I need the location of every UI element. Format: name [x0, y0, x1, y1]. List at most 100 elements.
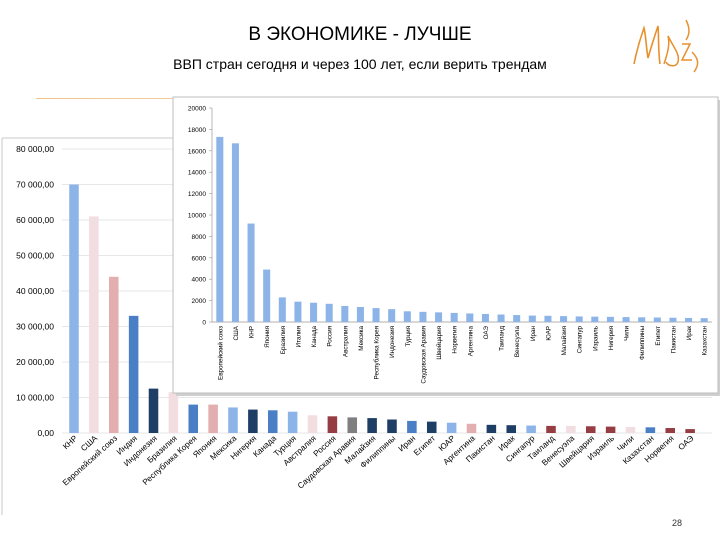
chart2-bar: [513, 315, 521, 322]
chart2-bar: [450, 312, 458, 322]
chart2-bar: [669, 317, 677, 322]
chart2-bar: [638, 317, 646, 322]
chart1-bar: [89, 216, 99, 433]
slide-subtitle: ВВП стран сегодня и через 100 лет, если …: [173, 56, 547, 72]
chart1-bar: [327, 416, 338, 433]
chart1-ytick-label: 20 000,00: [16, 357, 54, 367]
chart2-category-label: США: [233, 325, 240, 340]
chart2-ytick-label: 14000: [188, 170, 206, 177]
chart2-ytick-label: 6000: [192, 255, 207, 262]
chart2-bar: [497, 314, 505, 322]
chart2-category-label: КНР: [249, 326, 256, 338]
chart2-bar: [310, 302, 318, 322]
slide-title: В ЭКОНОМИКЕ - ЛУЧШЕ: [248, 24, 472, 45]
chart2-category-label: Таиланд: [499, 326, 506, 351]
chart2-bar: [216, 136, 224, 322]
chart1-bar: [69, 184, 79, 433]
chart2-panel: [172, 96, 719, 394]
chart2-category-label: Малайзия: [560, 326, 568, 355]
chart2-bar: [544, 315, 552, 322]
chart2-category-label: Иран: [530, 325, 537, 341]
chart2-bar: [606, 316, 614, 322]
chart2-category-label: Филиппины: [639, 326, 646, 360]
chart2-bar: [372, 308, 380, 322]
chart1-bar: [108, 276, 119, 433]
chart2-category-label: Япония: [264, 326, 271, 348]
chart1-bar: [486, 424, 497, 433]
chart1-bar: [128, 315, 139, 433]
chart1-ytick-label: 40 000,00: [16, 286, 54, 296]
chart2-category-label: Венесуэла: [514, 326, 521, 358]
chart1-bar: [605, 426, 616, 433]
chart2-category-label: Норвегия: [452, 326, 459, 354]
chart1-bar: [506, 425, 517, 433]
chart2-bar: [247, 223, 255, 322]
chart2-category-label: Сингапур: [577, 326, 584, 354]
chart1-bar: [625, 426, 636, 433]
chart1-bar: [585, 426, 596, 433]
chart2-category-label: Швейцария: [435, 326, 443, 360]
chart2-category-label: Аргентина: [467, 326, 474, 357]
chart1-ytick-label: 30 000,00: [16, 322, 54, 332]
chart2-bar: [388, 309, 396, 322]
chart2-category-label: ОАЭ: [483, 326, 490, 340]
chart2-category-label: Канада: [311, 326, 318, 348]
chart2-bar: [622, 317, 630, 322]
chart2-bar: [700, 318, 708, 322]
chart2-bar: [575, 316, 583, 322]
chart1-bar: [267, 410, 278, 433]
chart1-ytick-label: 10 000,00: [16, 393, 54, 403]
chart1-ytick-label: 80 000,00: [16, 144, 54, 154]
chart2-ytick-label: 8000: [192, 234, 207, 241]
chart2-category-label: Италия: [295, 326, 302, 347]
chart2-ytick-label: 16000: [188, 148, 206, 155]
chart2-category-label: Республика Корея: [373, 326, 381, 379]
chart1-bar: [426, 421, 437, 433]
chart2-ytick-label: 4000: [192, 277, 207, 284]
chart1-bar: [248, 409, 258, 433]
chart1-bar: [208, 404, 218, 433]
chart2-category-label: Россия: [327, 326, 334, 347]
chart1-bar: [387, 419, 397, 433]
chart1-ytick-label: 70 000,00: [16, 180, 54, 190]
chart1-bar: [685, 429, 695, 433]
chart2-bar: [591, 316, 599, 322]
chart1-bar: [566, 425, 576, 433]
chart2-ytick-label: 2000: [192, 298, 207, 305]
chart2-category-label: Австралия: [342, 326, 349, 357]
chart1-bar: [645, 427, 656, 433]
chart2-category-label: Бразилия: [280, 326, 287, 354]
chart1-bar: [665, 428, 676, 433]
chart1-bar: [287, 411, 298, 433]
chart2-bar: [325, 303, 333, 322]
chart2-category-label: Ирак: [686, 326, 693, 341]
chart2-ytick-label: 0: [202, 320, 206, 327]
chart2-category-label: Пакистан: [670, 325, 677, 353]
page-number: 28: [671, 518, 682, 528]
chart2-ytick-label: 18000: [188, 127, 206, 134]
chart1-bar: [228, 407, 238, 433]
chart2-category-label: Европейский союз: [216, 326, 224, 380]
chart1-ytick-label: 50 000,00: [16, 251, 54, 261]
chart1-bar: [466, 423, 477, 433]
chart2-bar: [653, 317, 661, 322]
chart2-bar: [481, 313, 489, 322]
chart1-bar: [446, 422, 457, 433]
chart1-bar: [526, 425, 536, 433]
chart1-bar: [367, 418, 377, 433]
chart2-bar: [356, 307, 364, 322]
chart2-category-label: Египет: [655, 326, 662, 346]
chart1-ytick-label: 0,00: [37, 428, 54, 438]
chart2-ytick-label: 12000: [188, 191, 206, 198]
chart2-bar: [560, 316, 568, 322]
chart1-bar: [307, 415, 318, 433]
chart2-bar: [294, 301, 302, 322]
chart2-category-label: Турция: [405, 326, 412, 347]
chart2-category-label: Чили: [624, 326, 631, 341]
chart1-bar: [188, 404, 199, 433]
chart2-ytick-label: 10000: [188, 213, 206, 220]
chart1-bar: [168, 392, 179, 433]
chart2-category-label: Казахстан: [702, 325, 709, 355]
chart2-ytick-label: 20000: [188, 106, 206, 113]
